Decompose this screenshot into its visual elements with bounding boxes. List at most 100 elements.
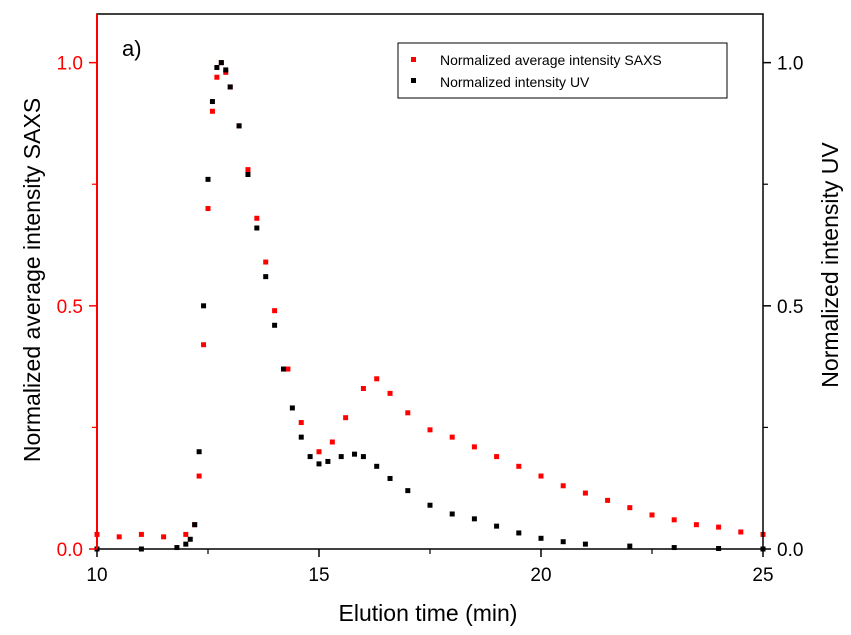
- data-point: [494, 523, 500, 529]
- data-point: [298, 420, 304, 426]
- series-0: [94, 60, 766, 540]
- y-axis-title-right: Normalized intensity UV: [817, 142, 843, 388]
- y-right-tick-label: 0.0: [777, 540, 803, 561]
- y-left-tick-label: 0.0: [57, 540, 83, 561]
- y-left-tick-label: 1.0: [57, 54, 83, 75]
- data-point: [649, 512, 655, 518]
- data-point: [285, 366, 291, 372]
- data-point: [538, 535, 544, 541]
- data-point: [223, 67, 229, 73]
- data-point: [494, 454, 500, 460]
- data-point: [183, 541, 189, 547]
- data-point: [245, 172, 251, 177]
- data-point: [196, 449, 202, 455]
- series-1: [94, 60, 766, 552]
- data-point: [307, 454, 313, 460]
- data-point: [325, 458, 331, 464]
- data-point: [289, 405, 295, 411]
- legend: Normalized average intensity SAXS Normal…: [397, 42, 728, 99]
- data-point: [192, 522, 198, 528]
- data-point: [316, 461, 322, 467]
- data-point: [693, 522, 699, 528]
- data-point: [263, 274, 269, 280]
- data-point: [205, 206, 211, 212]
- legend-box: [397, 42, 728, 99]
- data-point: [214, 65, 220, 70]
- data-point: [338, 454, 344, 460]
- plot-marks: [94, 60, 766, 552]
- data-point: [187, 536, 193, 542]
- data-point: [280, 366, 286, 372]
- data-point: [582, 490, 588, 496]
- data-point: [316, 449, 322, 455]
- y-left-tick-label: 0.5: [57, 297, 83, 318]
- data-point: [471, 444, 477, 450]
- panel-label: a): [122, 36, 142, 61]
- data-point: [405, 410, 411, 416]
- x-tick-label: 15: [308, 565, 329, 586]
- data-point: [387, 475, 393, 481]
- data-point: [209, 99, 215, 105]
- data-point: [201, 342, 207, 348]
- data-point: [427, 427, 433, 433]
- data-point: [254, 215, 260, 221]
- data-point: [272, 322, 278, 328]
- data-point: [671, 517, 677, 523]
- legend-marker-uv: [411, 78, 416, 83]
- data-point: [516, 463, 522, 469]
- legend-marker-saxs: [411, 57, 416, 62]
- data-point: [605, 497, 611, 503]
- data-point: [374, 463, 380, 469]
- data-point: [449, 511, 455, 517]
- axes: 10 15 20 250.00.51.00.00.51.0: [57, 54, 804, 586]
- data-point: [196, 473, 202, 479]
- data-point: [263, 259, 269, 265]
- data-point: [209, 108, 215, 114]
- data-point: [161, 534, 167, 540]
- x-tick-label: 10: [86, 565, 107, 586]
- data-point: [214, 74, 220, 80]
- y-right-tick-label: 1.0: [777, 54, 803, 75]
- data-point: [138, 531, 144, 537]
- data-point: [360, 454, 366, 460]
- x-tick-label: 20: [530, 565, 551, 586]
- data-point: [387, 390, 393, 396]
- data-point: [427, 502, 433, 508]
- data-point: [343, 415, 349, 421]
- data-point: [738, 529, 744, 535]
- data-point: [174, 545, 180, 551]
- data-point: [272, 308, 278, 314]
- data-point: [201, 303, 207, 309]
- data-point: [245, 167, 251, 173]
- data-point: [671, 545, 677, 551]
- y-right-tick-label: 0.5: [777, 297, 803, 318]
- data-point: [627, 505, 633, 511]
- data-point: [471, 516, 477, 522]
- data-point: [205, 176, 211, 182]
- x-tick-label: 25: [752, 565, 773, 586]
- data-point: [449, 434, 455, 440]
- data-point: [374, 376, 380, 382]
- data-point: [329, 439, 335, 445]
- data-point: [516, 530, 522, 536]
- data-point: [560, 539, 566, 545]
- x-axis-title: Elution time (min): [339, 600, 518, 626]
- legend-label-uv: Normalized intensity UV: [440, 74, 590, 90]
- y-axis-title-left: Normalized average intensity SAXS: [19, 98, 45, 462]
- data-point: [405, 488, 411, 494]
- data-point: [360, 386, 366, 391]
- data-point: [627, 543, 633, 549]
- data-point: [538, 473, 544, 479]
- data-point: [352, 451, 358, 457]
- data-point: [218, 60, 224, 66]
- data-point: [236, 123, 242, 129]
- data-point: [183, 531, 189, 537]
- data-point: [254, 225, 260, 231]
- data-point: [716, 524, 722, 530]
- data-point: [582, 541, 588, 547]
- legend-label-saxs: Normalized average intensity SAXS: [440, 52, 662, 68]
- data-point: [298, 434, 304, 440]
- data-point: [227, 84, 233, 90]
- data-point: [560, 483, 566, 489]
